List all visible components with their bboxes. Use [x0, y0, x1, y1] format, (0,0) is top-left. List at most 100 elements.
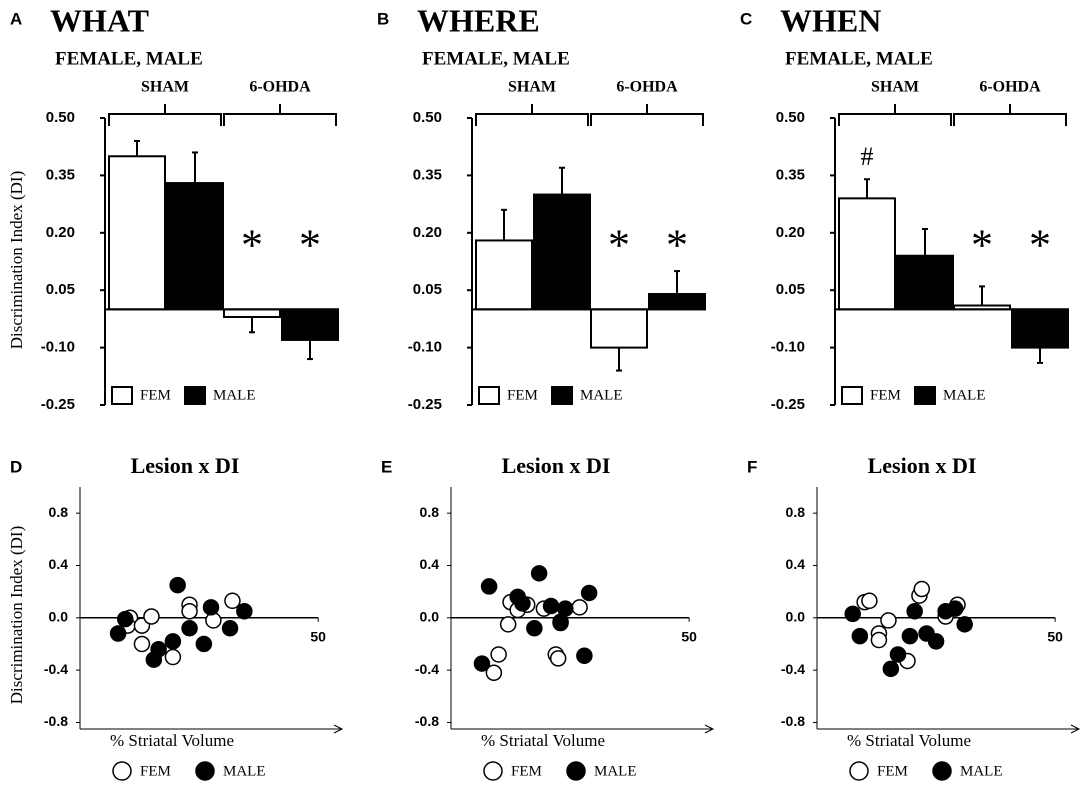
category-label: SHAM [141, 79, 189, 96]
legend-label: MALE [594, 763, 637, 779]
point [946, 600, 964, 617]
chart-subtitle: FEMALE, MALE [422, 48, 570, 69]
point [549, 650, 567, 667]
point [530, 565, 548, 582]
point [956, 616, 973, 633]
chart-title: Lesion x DI [502, 453, 611, 478]
y-tick-label: -0.10 [408, 339, 442, 356]
point [181, 620, 198, 637]
point [117, 610, 134, 628]
bar [108, 155, 166, 311]
panel-letter: B [377, 9, 389, 28]
annotation: * [299, 220, 321, 269]
x-axis-arrow [704, 724, 715, 734]
point [913, 580, 931, 598]
point [870, 631, 888, 649]
point [221, 620, 239, 637]
point [901, 627, 919, 645]
y-tick-label: -0.4 [415, 661, 439, 677]
point [576, 647, 593, 664]
x-tick-label: 50 [310, 629, 326, 645]
bar [475, 239, 533, 311]
y-tick-label: 0.8 [420, 504, 440, 520]
point [169, 576, 186, 594]
point [844, 605, 861, 623]
y-tick-label: 0.05 [46, 281, 75, 298]
y-tick-label: -0.4 [781, 661, 805, 677]
x-axis-label: % Striatal Volume [110, 731, 234, 750]
x-tick-label: 50 [681, 629, 697, 645]
y-tick-label: 0.35 [776, 166, 805, 183]
category-label: 6-OHDA [249, 79, 311, 96]
y-tick-label: -0.4 [44, 661, 68, 677]
legend-marker [849, 761, 869, 781]
legend-label: FEM [507, 387, 538, 403]
category-label: SHAM [871, 79, 919, 96]
y-tick-label: -0.10 [41, 339, 75, 356]
legend-swatch [184, 386, 206, 405]
bar [166, 182, 224, 311]
annotation: * [608, 220, 630, 269]
y-tick-label: 0.50 [46, 109, 75, 126]
y-tick-label: -0.25 [408, 396, 442, 413]
point [195, 635, 213, 653]
legend-label: MALE [943, 387, 986, 403]
legend-label: MALE [580, 387, 623, 403]
legend-label: MALE [960, 763, 1003, 779]
x-axis-arrow [1070, 724, 1081, 734]
legend-swatch [914, 386, 936, 405]
bar [590, 308, 648, 349]
point [571, 599, 588, 616]
point [552, 614, 569, 632]
group-bracket [223, 104, 337, 126]
category-label: 6-OHDA [979, 79, 1041, 96]
annotation: * [1029, 220, 1051, 269]
chart-title: Lesion x DI [868, 453, 977, 478]
point [882, 660, 900, 678]
group-bracket [953, 104, 1067, 126]
y-tick-label: 0.50 [413, 109, 442, 126]
legend-label: MALE [223, 763, 266, 779]
y-tick-label: 0.20 [46, 224, 75, 241]
y-axis-label: Discrimination Index (DI) [7, 171, 26, 349]
legend-swatch [478, 386, 500, 405]
point [490, 646, 507, 663]
x-axis-label: % Striatal Volume [847, 731, 971, 750]
annotation: * [971, 220, 993, 269]
bar [838, 197, 896, 311]
point [473, 655, 491, 672]
group-bracket [475, 104, 589, 126]
point [133, 635, 151, 653]
point [164, 633, 182, 650]
x-axis-label: % Striatal Volume [481, 731, 605, 750]
point [514, 595, 531, 612]
legend-marker [932, 761, 952, 781]
bar [533, 193, 591, 311]
category-label: 6-OHDA [616, 79, 678, 96]
y-tick-label: 0.0 [786, 609, 806, 625]
point [181, 603, 198, 620]
y-tick-label: 0.4 [49, 556, 69, 572]
y-tick-label: -0.8 [781, 713, 805, 729]
y-tick-label: 0.0 [420, 609, 440, 625]
group-bracket [108, 104, 222, 126]
annotation: * [241, 220, 263, 269]
legend-marker [566, 761, 586, 781]
bar [1011, 308, 1069, 349]
point [580, 584, 598, 602]
bar [896, 254, 954, 311]
legend-swatch [551, 386, 573, 405]
chart-subtitle: FEMALE, MALE [785, 48, 933, 69]
bar [648, 293, 706, 311]
category-label: SHAM [508, 79, 556, 96]
legend-label: FEM [877, 763, 908, 779]
point [143, 608, 160, 625]
panel-letter: A [10, 9, 22, 28]
y-tick-label: 0.0 [49, 609, 69, 625]
point [880, 612, 897, 629]
x-axis-arrow [333, 724, 344, 734]
y-tick-label: 0.8 [786, 504, 806, 520]
point [485, 664, 503, 682]
